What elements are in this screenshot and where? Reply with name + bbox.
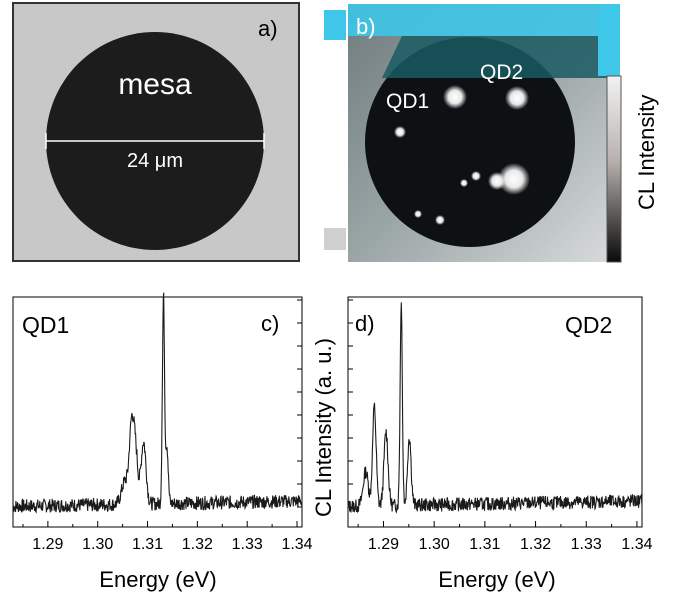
panel-c-label: c) <box>261 311 279 336</box>
panel-b-cl-map: b) QD2 QD1 CL Intensity <box>324 4 659 263</box>
panel-a-mesa-sketch: a) mesa 24 μm <box>12 2 300 262</box>
panel-b-label: b) <box>356 14 376 39</box>
x-axis-d: 1.29 1.30 1.31 1.32 1.33 1.34 <box>357 521 653 553</box>
cyan-tab <box>324 10 346 40</box>
teal-overlay <box>382 36 610 78</box>
x-tick-label: 1.29 <box>32 536 63 553</box>
panel-c-spectrum: 1.29 1.30 1.31 1.32 1.33 1.34 QD1 c) Energy (… <box>12 292 313 592</box>
inset-label-d: QD2 <box>565 312 612 338</box>
mesa-label: mesa <box>118 68 192 101</box>
x-tick-label: 1.34 <box>621 536 652 553</box>
panel-a-label: a) <box>258 16 278 41</box>
spectrum-line-qd1 <box>12 292 303 514</box>
emission-spots <box>394 85 530 225</box>
scale-label: 24 μm <box>127 150 183 172</box>
cyan-band <box>348 4 610 36</box>
qd2-label: QD2 <box>480 61 523 84</box>
qd1-label: QD1 <box>386 90 429 113</box>
x-tick-label: 1.31 <box>132 536 163 553</box>
y-axis-ticks-c <box>297 299 302 508</box>
panel-d-spectrum: 1.29 1.30 1.31 1.32 1.33 1.34 d) QD2 Energy (… <box>311 296 653 592</box>
y-axis-ticks-d <box>348 299 353 508</box>
x-axis-label-d: Energy (eV) <box>438 567 555 592</box>
colorbar-top-cyan <box>598 4 620 76</box>
x-axis-c: 1.29 1.30 1.31 1.32 1.33 1.34 <box>22 521 313 553</box>
plot-frame-c <box>12 296 303 528</box>
scale-bar <box>45 133 265 149</box>
x-tick-label: 1.32 <box>182 536 213 553</box>
colorbar <box>606 75 622 263</box>
x-tick-label: 1.33 <box>232 536 263 553</box>
x-tick-label: 1.32 <box>520 536 551 553</box>
inset-label-c: QD1 <box>22 312 69 338</box>
spectrum-line-qd2 <box>347 302 643 514</box>
x-tick-label: 1.29 <box>368 536 399 553</box>
x-axis-label-c: Energy (eV) <box>99 567 216 592</box>
colorbar-label: CL Intensity <box>634 95 659 210</box>
x-tick-label: 1.33 <box>571 536 602 553</box>
gray-tab <box>324 228 346 250</box>
plot-frame-d <box>347 296 643 528</box>
x-tick-label: 1.34 <box>281 536 312 553</box>
panel-d-label: d) <box>355 311 375 336</box>
x-tick-label: 1.30 <box>419 536 450 553</box>
x-tick-label: 1.30 <box>82 536 113 553</box>
y-axis-label-d: CL Intensity (a. u.) <box>311 338 336 517</box>
x-tick-label: 1.31 <box>469 536 500 553</box>
